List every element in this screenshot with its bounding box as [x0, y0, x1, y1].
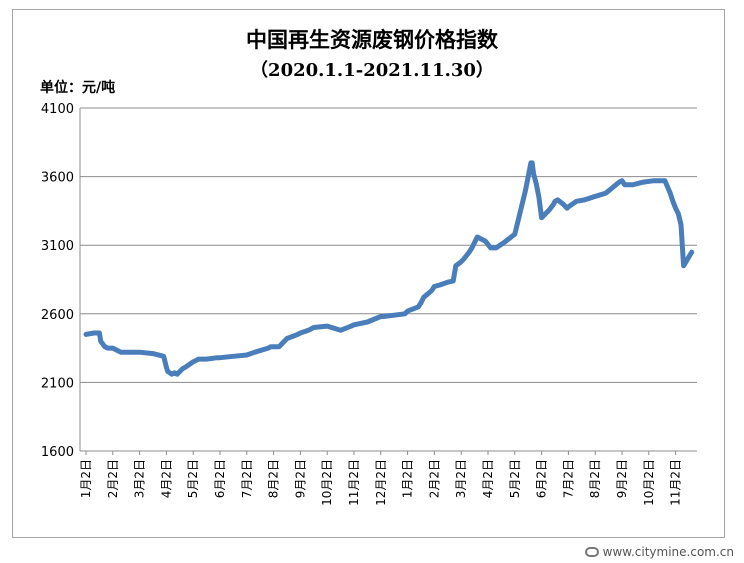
y-tick-label: 1600 — [41, 445, 74, 460]
watermark-text: www.citymine.com.cn — [602, 545, 734, 559]
y-tick-label: 2100 — [41, 376, 74, 391]
y-tick-label: 2600 — [41, 308, 74, 323]
x-tick-label: 4月2日 — [481, 459, 495, 498]
chart-title: 中国再生资源废钢价格指数 — [246, 27, 498, 52]
x-tick-label: 11月2日 — [669, 459, 683, 506]
x-tick-label: 7月2日 — [561, 459, 575, 498]
x-tick-label: 10月2日 — [642, 459, 656, 506]
x-tick-label: 2月2日 — [427, 459, 441, 498]
x-tick-label: 8月2日 — [267, 459, 281, 498]
x-tick-label: 7月2日 — [240, 459, 254, 498]
y-tick-label: 3600 — [41, 171, 74, 186]
x-tick-label: 9月2日 — [615, 459, 629, 498]
y-tick-label: 3100 — [41, 239, 74, 254]
citymine-logo-icon — [584, 547, 599, 557]
chart-subtitle: （2020.1.1-2021.11.30） — [250, 60, 494, 81]
x-tick-label: 1月2日 — [79, 459, 93, 498]
x-tick-label: 3月2日 — [133, 459, 147, 498]
x-tick-label: 11月2日 — [347, 459, 361, 506]
x-tick-label: 10月2日 — [320, 459, 334, 506]
x-tick-label: 5月2日 — [186, 459, 200, 498]
x-tick-label: 8月2日 — [588, 459, 602, 498]
price-index-line — [83, 160, 695, 377]
x-tick-label: 1月2日 — [401, 459, 415, 498]
x-tick-label: 5月2日 — [508, 459, 522, 498]
x-tick-label: 4月2日 — [159, 459, 173, 498]
x-tick-label: 9月2日 — [293, 459, 307, 498]
chart-frame — [12, 9, 725, 538]
x-tick-label: 3月2日 — [454, 459, 468, 498]
unit-label: 单位：元/吨 — [40, 80, 116, 96]
x-tick-label: 6月2日 — [213, 459, 227, 498]
x-tick-label: 2月2日 — [106, 459, 120, 498]
x-tick-label: 6月2日 — [535, 459, 549, 498]
y-tick-label: 4100 — [41, 102, 74, 117]
x-tick-label: 12月2日 — [374, 459, 388, 506]
watermark: www.citymine.com.cn — [584, 545, 734, 559]
